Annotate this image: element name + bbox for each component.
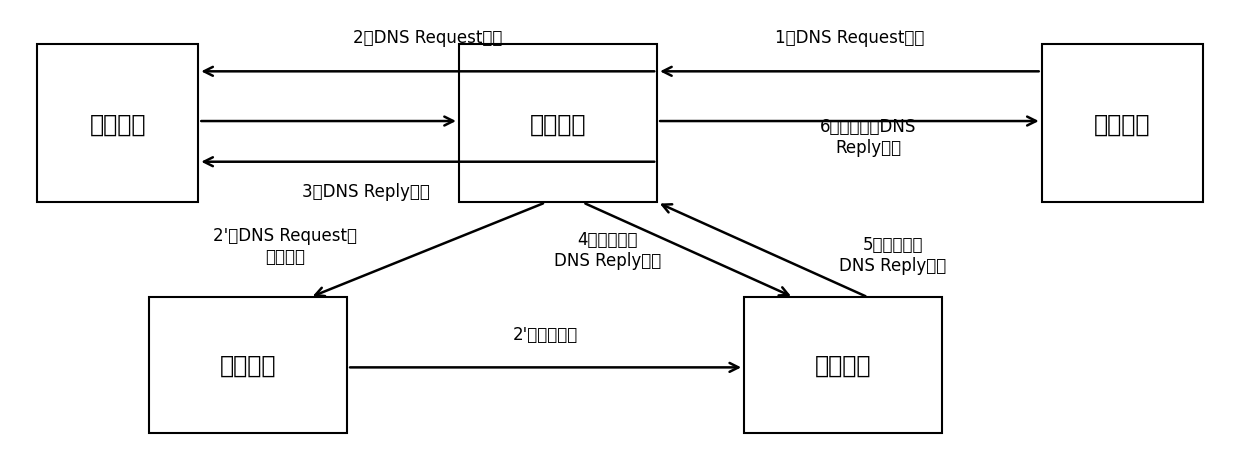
FancyBboxPatch shape	[744, 298, 942, 433]
Text: 6、清洗后的DNS
Reply报文: 6、清洗后的DNS Reply报文	[820, 118, 916, 157]
Text: 3、DNS Reply报文: 3、DNS Reply报文	[301, 182, 430, 200]
FancyBboxPatch shape	[149, 298, 347, 433]
FancyBboxPatch shape	[459, 45, 657, 203]
FancyBboxPatch shape	[1042, 45, 1203, 203]
Text: 2'、同步报文: 2'、同步报文	[513, 325, 578, 343]
Text: 5、清洗后的
DNS Reply报文: 5、清洗后的 DNS Reply报文	[839, 235, 946, 274]
Text: 1、DNS Request报文: 1、DNS Request报文	[775, 29, 924, 47]
Text: 2、DNS Request报文: 2、DNS Request报文	[353, 29, 502, 47]
Text: 2'、DNS Request报
文的镜像: 2'、DNS Request报 文的镜像	[213, 226, 357, 265]
Text: 清洗设备: 清洗设备	[815, 353, 872, 377]
Text: 外网主机: 外网主机	[89, 112, 146, 136]
Text: 检测设备: 检测设备	[219, 353, 277, 377]
FancyBboxPatch shape	[37, 45, 198, 203]
Text: 内网主机: 内网主机	[1094, 112, 1151, 136]
Text: 4、接收到的
DNS Reply报文: 4、接收到的 DNS Reply报文	[554, 231, 661, 270]
Text: 路由设备: 路由设备	[529, 112, 587, 136]
